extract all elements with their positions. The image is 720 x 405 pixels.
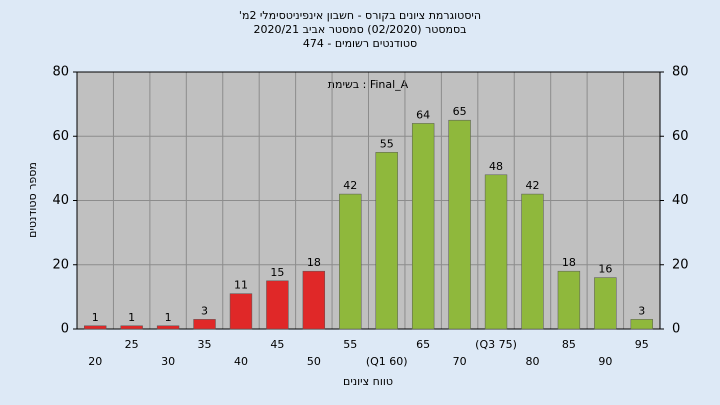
value-label: 1 [128,311,135,324]
y-tick-label: 0 [61,322,69,337]
y-axis-label: מספר סטודנטים [26,162,39,238]
x-tick-label: 40 [234,355,248,368]
bar [302,270,326,330]
bar [156,325,180,330]
value-label: 65 [453,105,467,118]
x-tick-label: 25 [125,338,139,351]
y-tick-label: 80 [52,65,69,80]
bar [193,319,216,330]
x-tick-label: 50 [307,355,321,368]
value-label: 1 [92,311,99,324]
value-label: 15 [270,266,284,279]
y-tick-label: 20 [52,257,69,272]
x-tick-label: 85 [562,338,576,351]
x-tick-label: 30 [161,355,175,368]
value-label: 16 [598,263,612,276]
x-tick-label: 45 [270,338,284,351]
x-tick-label: 80 [525,355,539,368]
y-tick-label: 40 [52,193,69,208]
x-tick-label: 65 [416,338,430,351]
x-tick-label: 70 [453,355,467,368]
bar [594,277,617,330]
bar [484,174,508,330]
bar [630,319,653,330]
bar [339,193,362,330]
y2-tick-label: 80 [672,65,689,80]
bar [375,152,398,330]
bar [521,193,544,330]
value-label: 3 [201,304,208,317]
chart-title: 'היסטוגרמת ציונים בקורס - חשבון אינפיניט… [239,9,481,22]
y2-tick-label: 40 [672,193,689,208]
x-axis-label: טווח ציונים [343,375,393,388]
bar [557,270,581,330]
value-label: 48 [489,160,503,173]
y2-tick-label: 0 [672,322,680,337]
y2-tick-label: 20 [672,257,689,272]
x-tick-label: 55 [343,338,357,351]
chart-subtitle: 474 - סטודנטים רשומים [303,37,417,50]
x-tick-label: 95 [635,338,649,351]
value-label: 42 [525,179,539,192]
value-label: 1 [165,311,172,324]
value-label: 64 [416,108,430,121]
bar [229,293,253,330]
x-tick-label: 90 [598,355,612,368]
bar [84,325,107,330]
value-label: 55 [380,137,394,150]
value-label: 3 [638,304,645,317]
bar [411,123,435,330]
value-label: 11 [234,279,248,292]
bar [266,280,289,330]
bar [120,325,143,330]
x-tick-label: 20 [88,355,102,368]
chart-subtitle: בסמסטר (02/2020) סמסטר אביב 2020/21 [253,23,466,36]
value-label: 18 [562,256,576,269]
bar [448,119,471,330]
value-label: 18 [307,256,321,269]
y-tick-label: 60 [52,129,69,144]
x-tick-label: (Q3 75) [475,338,517,351]
plot-border [76,71,661,330]
value-label: 42 [343,179,357,192]
x-tick-label: (Q1 60) [366,355,408,368]
x-tick-label: 35 [198,338,212,351]
y2-tick-label: 60 [672,129,689,144]
